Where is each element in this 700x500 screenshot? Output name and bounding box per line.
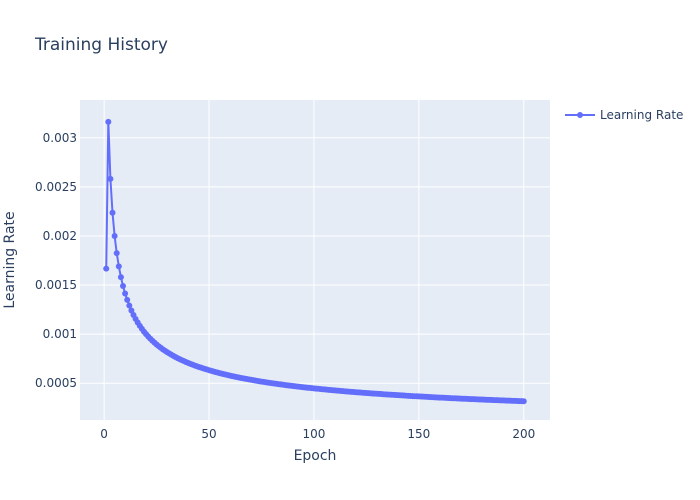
data-point <box>109 209 116 216</box>
data-point <box>124 296 131 303</box>
y-tick-labels: 0.0005 0.001 0.0015 0.002 0.0025 0.003 <box>35 131 77 390</box>
x-tick-label: 200 <box>512 427 535 441</box>
legend-label-learning-rate: Learning Rate <box>600 108 683 122</box>
x-tick-label: 0 <box>100 427 108 441</box>
legend[interactable]: Learning Rate <box>565 108 683 122</box>
series-layer <box>103 118 527 405</box>
data-point <box>103 265 110 272</box>
data-point <box>105 118 112 125</box>
x-axis-title: Epoch <box>294 448 337 464</box>
chart-title: Training History <box>34 35 168 55</box>
y-tick-label: 0.002 <box>43 229 77 243</box>
data-point <box>111 232 118 239</box>
data-point <box>117 274 124 281</box>
data-point <box>107 175 114 182</box>
data-point <box>113 250 120 257</box>
y-tick-label: 0.003 <box>43 131 77 145</box>
x-gridlines <box>103 100 525 420</box>
y-tick-label: 0.0005 <box>35 376 77 390</box>
x-tick-labels: 0 50 100 150 200 <box>100 427 535 441</box>
y-tick-label: 0.0015 <box>35 278 77 292</box>
y-axis-title: Learning Rate <box>2 211 18 308</box>
y-tick-label: 0.0025 <box>35 180 77 194</box>
x-tick-label: 150 <box>407 427 430 441</box>
x-tick-label: 100 <box>302 427 325 441</box>
data-point <box>115 263 122 270</box>
y-gridlines <box>80 137 550 384</box>
data-point <box>122 290 129 297</box>
plot-area <box>80 100 550 420</box>
data-point <box>126 302 133 309</box>
x-tick-label: 50 <box>201 427 216 441</box>
data-point <box>520 398 527 405</box>
y-tick-label: 0.001 <box>43 327 77 341</box>
legend-marker-icon <box>577 112 583 118</box>
data-point <box>120 282 127 289</box>
